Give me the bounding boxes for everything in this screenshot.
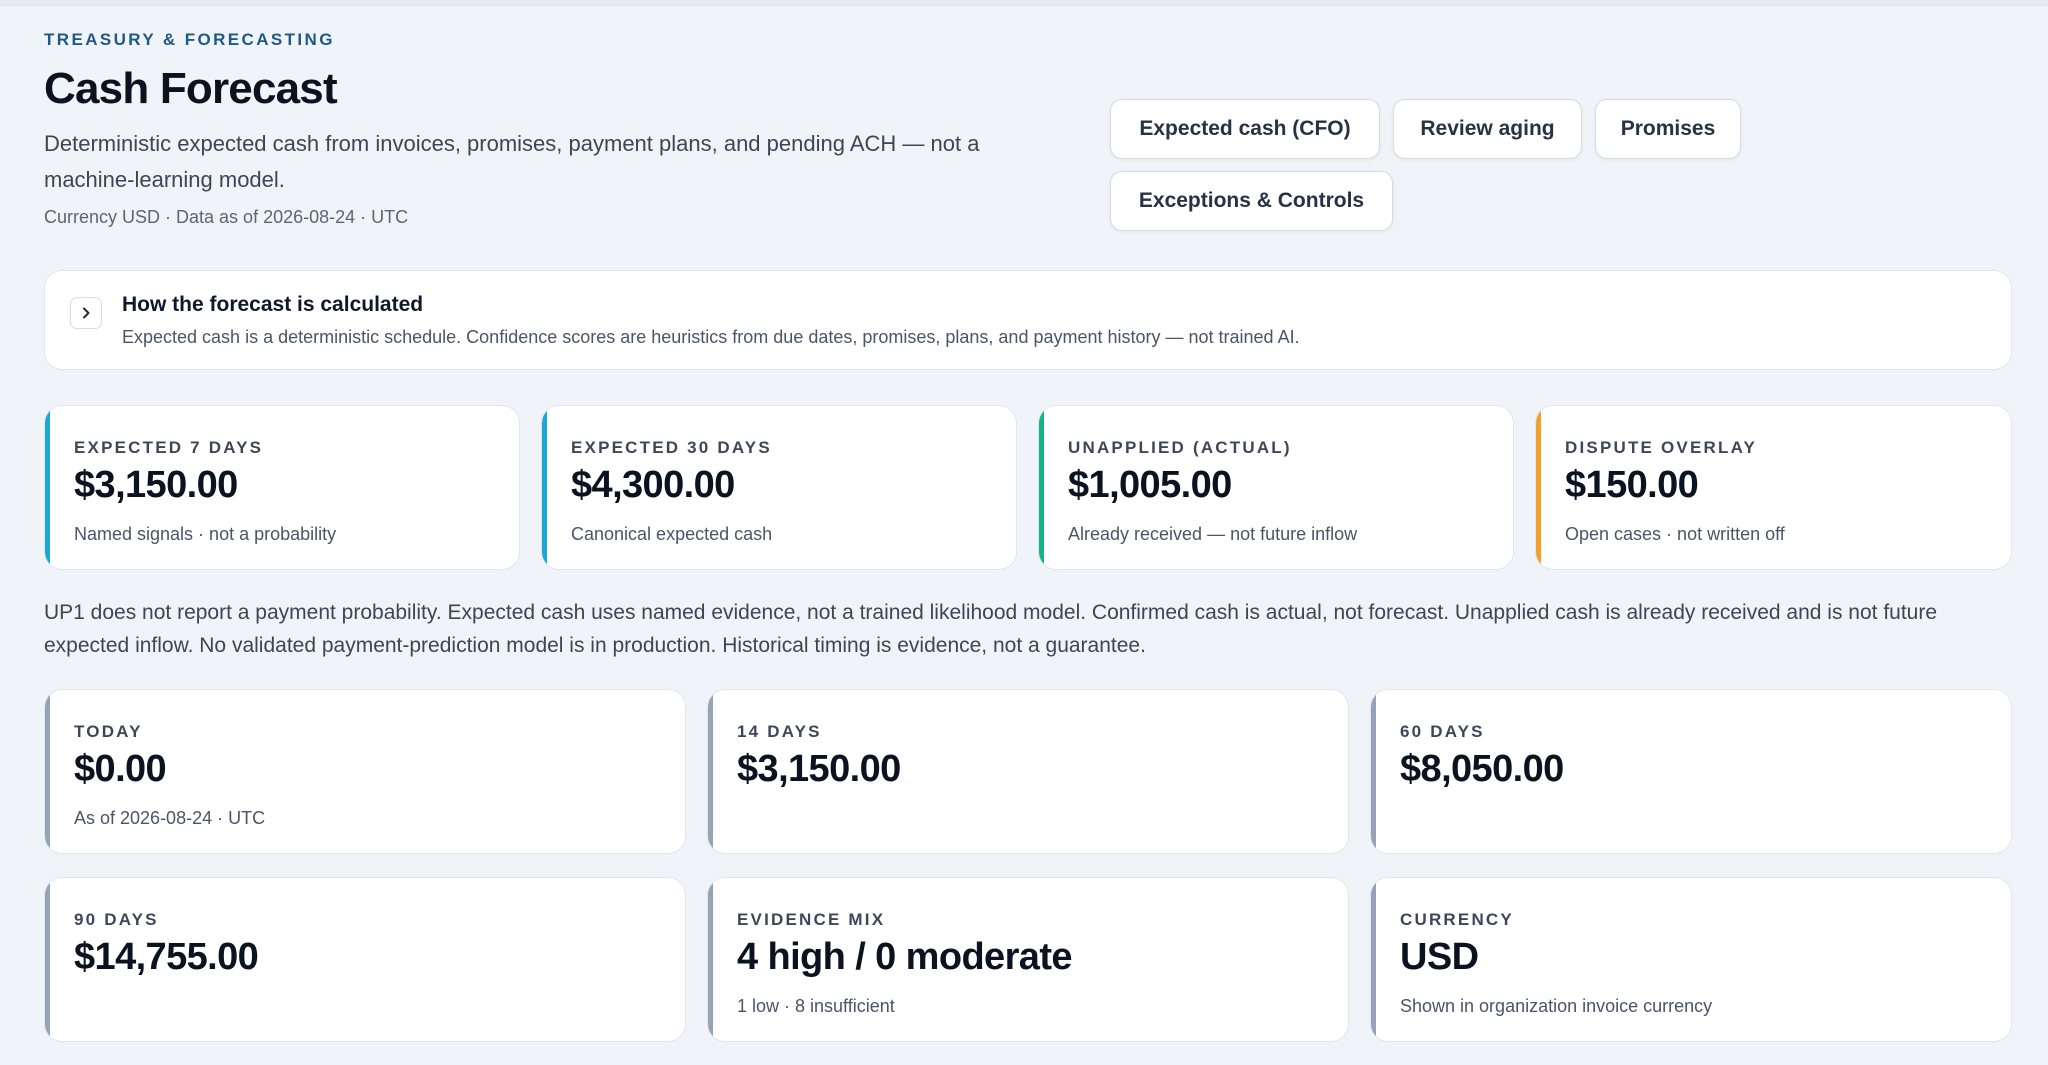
card-accent bbox=[542, 406, 547, 569]
card-note: Already received — not future inflow bbox=[1068, 524, 1358, 544]
horizon-card-today: TODAY $0.00 As of 2026-08-24 · UTC bbox=[44, 689, 686, 854]
section-eyebrow: TREASURY & FORECASTING bbox=[44, 30, 335, 49]
forecast-disclaimer: UP1 does not report a payment probabilit… bbox=[44, 601, 1938, 657]
forecast-explainer[interactable]: How the forecast is calculated Expected … bbox=[44, 270, 2012, 370]
card-accent bbox=[708, 690, 713, 853]
card-value: $150.00 bbox=[1565, 464, 1699, 506]
card-value: $1,005.00 bbox=[1068, 464, 1232, 506]
card-value: 4 high / 0 moderate bbox=[737, 936, 1073, 978]
card-value: $8,050.00 bbox=[1400, 748, 1564, 790]
card-label: EVIDENCE MIX bbox=[737, 910, 886, 929]
review-aging-button[interactable]: Review aging bbox=[1393, 99, 1582, 159]
card-note: As of 2026-08-24 · UTC bbox=[74, 808, 266, 828]
card-label: TODAY bbox=[74, 722, 143, 741]
card-accent bbox=[1039, 406, 1044, 569]
card-accent bbox=[708, 878, 713, 1041]
summary-card-expected-30-days: EXPECTED 30 DAYS $4,300.00 Canonical exp… bbox=[541, 405, 1017, 570]
card-accent bbox=[1371, 878, 1376, 1041]
horizon-card-14-days: 14 DAYS $3,150.00 bbox=[707, 689, 1349, 854]
card-accent bbox=[45, 878, 50, 1041]
horizon-card-currency: CURRENCY USD Shown in organization invoi… bbox=[1370, 877, 2012, 1042]
card-accent bbox=[45, 690, 50, 853]
top-border bbox=[0, 0, 2048, 6]
card-label: CURRENCY bbox=[1400, 910, 1514, 929]
card-accent bbox=[1371, 690, 1376, 853]
card-value: $3,150.00 bbox=[737, 748, 901, 790]
card-label: 14 DAYS bbox=[737, 722, 822, 741]
promises-button[interactable]: Promises bbox=[1595, 99, 1741, 159]
explainer-title: How the forecast is calculated bbox=[122, 293, 424, 316]
card-note: Shown in organization invoice currency bbox=[1400, 996, 1713, 1016]
horizon-card-90-days: 90 DAYS $14,755.00 bbox=[44, 877, 686, 1042]
card-label: EXPECTED 7 DAYS bbox=[74, 438, 264, 457]
summary-card-unapplied: UNAPPLIED (ACTUAL) $1,005.00 Already rec… bbox=[1038, 405, 1514, 570]
card-accent bbox=[1536, 406, 1541, 569]
card-label: EXPECTED 30 DAYS bbox=[571, 438, 772, 457]
card-label: UNAPPLIED (ACTUAL) bbox=[1068, 438, 1292, 457]
card-value: $4,300.00 bbox=[571, 464, 735, 506]
horizon-card-60-days: 60 DAYS $8,050.00 bbox=[1370, 689, 2012, 854]
card-label: 60 DAYS bbox=[1400, 722, 1485, 741]
summary-card-expected-7-days: EXPECTED 7 DAYS $3,150.00 Named signals … bbox=[44, 405, 520, 570]
card-note: 1 low · 8 insufficient bbox=[737, 996, 895, 1016]
card-label: 90 DAYS bbox=[74, 910, 159, 929]
expected-cash-button[interactable]: Expected cash (CFO) bbox=[1110, 99, 1380, 159]
page-description: Deterministic expected cash from invoice… bbox=[44, 131, 980, 192]
explainer-text: Expected cash is a deterministic schedul… bbox=[122, 327, 1300, 347]
data-meta: Currency USD · Data as of 2026-08-24 · U… bbox=[44, 207, 409, 227]
card-value: USD bbox=[1400, 936, 1479, 978]
card-value: $14,755.00 bbox=[74, 936, 259, 978]
card-note: Canonical expected cash bbox=[571, 524, 773, 544]
card-note: Open cases · not written off bbox=[1565, 524, 1785, 544]
exceptions-controls-button[interactable]: Exceptions & Controls bbox=[1110, 171, 1393, 231]
summary-card-dispute-overlay: DISPUTE OVERLAY $150.00 Open cases · not… bbox=[1535, 405, 2012, 570]
chevron-right-icon[interactable] bbox=[70, 297, 102, 329]
card-label: DISPUTE OVERLAY bbox=[1565, 438, 1758, 457]
card-value: $0.00 bbox=[74, 748, 167, 790]
card-note: Named signals · not a probability bbox=[74, 524, 337, 544]
card-accent bbox=[45, 406, 50, 569]
horizon-card-evidence-mix: EVIDENCE MIX 4 high / 0 moderate 1 low ·… bbox=[707, 877, 1349, 1042]
card-value: $3,150.00 bbox=[74, 464, 238, 506]
page-title: Cash Forecast bbox=[44, 64, 338, 113]
